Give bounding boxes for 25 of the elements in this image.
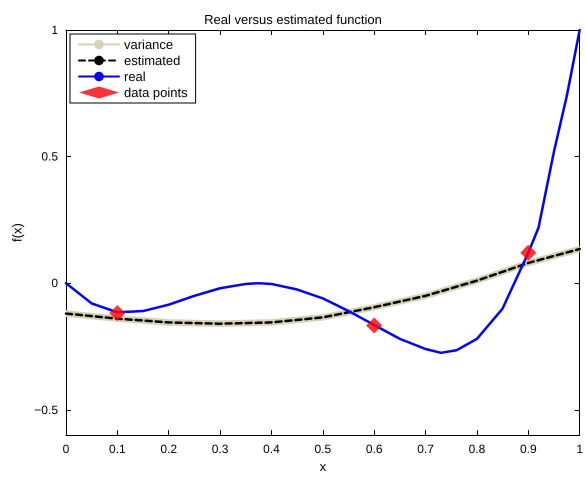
legend-label: real (124, 69, 146, 84)
x-axis-title: x (320, 459, 327, 474)
x-tick-label: 0.9 (520, 442, 537, 456)
point (520, 244, 536, 261)
y-tick-label: 0.5 (41, 150, 58, 164)
x-tick-label: 1 (576, 442, 584, 456)
x-tick-label: 0.1 (109, 442, 126, 456)
x-tick-label: 0.4 (263, 442, 280, 456)
x-tick-label: 0.5 (314, 442, 332, 456)
x-tick-label: 0 (62, 442, 70, 456)
y-tick-label: 1 (51, 23, 58, 37)
legend-label: data points (124, 85, 188, 100)
x-tick-label: 0.8 (468, 442, 486, 456)
x-tick-label: 0.6 (366, 442, 383, 456)
x-tick-label: 0.3 (212, 442, 229, 456)
legend-label: variance (124, 37, 174, 52)
point (366, 317, 382, 334)
x-tick-label: 0.7 (417, 442, 434, 456)
point (109, 305, 126, 322)
legend-label: estimated (124, 53, 180, 68)
y-axis-title: f(x) (9, 223, 24, 242)
y-tick-label: 0 (51, 276, 58, 290)
y-tick-label: −0.5 (34, 402, 58, 417)
chart-title: Real versus estimated function (204, 12, 382, 27)
x-tick-label: 0.2 (160, 442, 178, 456)
